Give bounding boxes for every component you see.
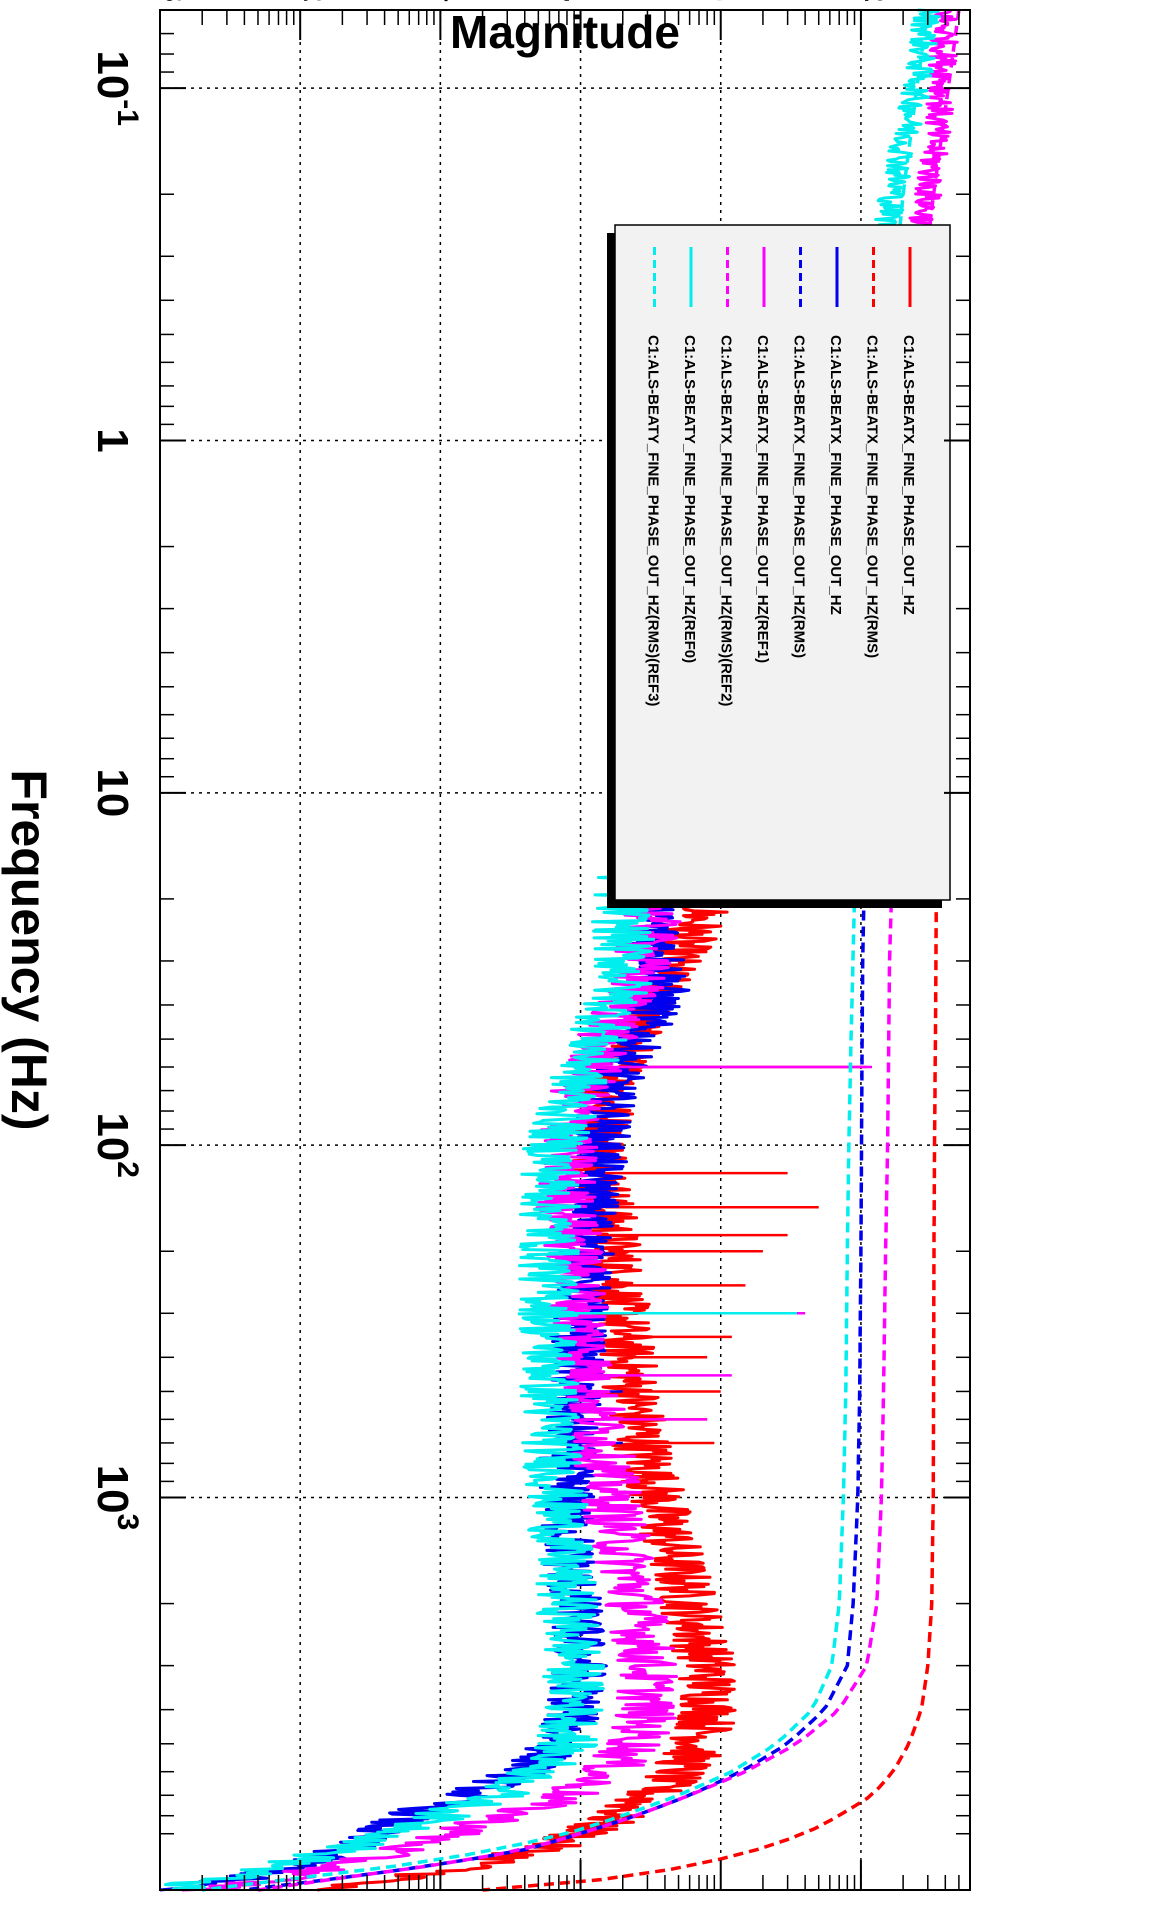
legend-label: C1:ALS-BEATX_FINE_PHASE_OUT_HZ bbox=[827, 335, 844, 615]
y-axis-title: Magnitude bbox=[450, 6, 680, 58]
legend-label: C1:ALS-BEATX_FINE_PHASE_OUT_HZ bbox=[900, 335, 917, 615]
y-tick-label: 10-3 bbox=[134, 0, 190, 2]
legend-label: C1:ALS-BEATY_FINE_PHASE_OUT_HZ(REF0) bbox=[681, 335, 698, 663]
legend-label: C1:ALS-BEATX_FINE_PHASE_OUT_HZ(RMS)(REF2… bbox=[718, 335, 735, 706]
series-path bbox=[257, 9, 961, 1892]
y-tick-label: 10-1 bbox=[414, 0, 470, 2]
series-line bbox=[257, 9, 961, 1892]
plot-frame bbox=[159, 9, 971, 1891]
y-tick-label: 10 bbox=[695, 0, 744, 2]
legend: C1:ALS-BEATX_FINE_PHASE_OUT_HZ C1:ALS-BEA… bbox=[607, 224, 951, 908]
y-tick-label: 1 bbox=[555, 0, 604, 2]
x-tick-label: 103 bbox=[88, 1465, 144, 1531]
x-tick-label: 1 bbox=[88, 428, 137, 452]
legend-label: C1:ALS-BEATX_FINE_PHASE_OUT_HZ(RMS) bbox=[864, 335, 881, 658]
legend-box bbox=[614, 224, 951, 901]
legend-label: C1:ALS-BEATX_FINE_PHASE_OUT_HZ(REF1) bbox=[754, 335, 771, 663]
series-path bbox=[201, 9, 930, 1892]
legend-label: C1:ALS-BEATX_FINE_PHASE_OUT_HZ(RMS) bbox=[791, 335, 808, 658]
series-line bbox=[201, 9, 930, 1892]
x-tick-label: 10-1 bbox=[88, 50, 144, 126]
x-axis-title: Frequency (Hz) bbox=[1, 769, 57, 1130]
y-tick-label: 102 bbox=[835, 0, 891, 2]
x-tick-label: 10 bbox=[88, 768, 137, 817]
legend-label: C1:ALS-BEATY_FINE_PHASE_OUT_HZ(RMS)(REF3… bbox=[645, 335, 662, 706]
x-tick-label: 102 bbox=[88, 1112, 144, 1178]
axis-ticks: 10-1 1 10 102 103 10-3 10-2 10-1 1 10 102 bbox=[88, 0, 971, 1890]
y-tick-label: 10-2 bbox=[274, 0, 330, 2]
